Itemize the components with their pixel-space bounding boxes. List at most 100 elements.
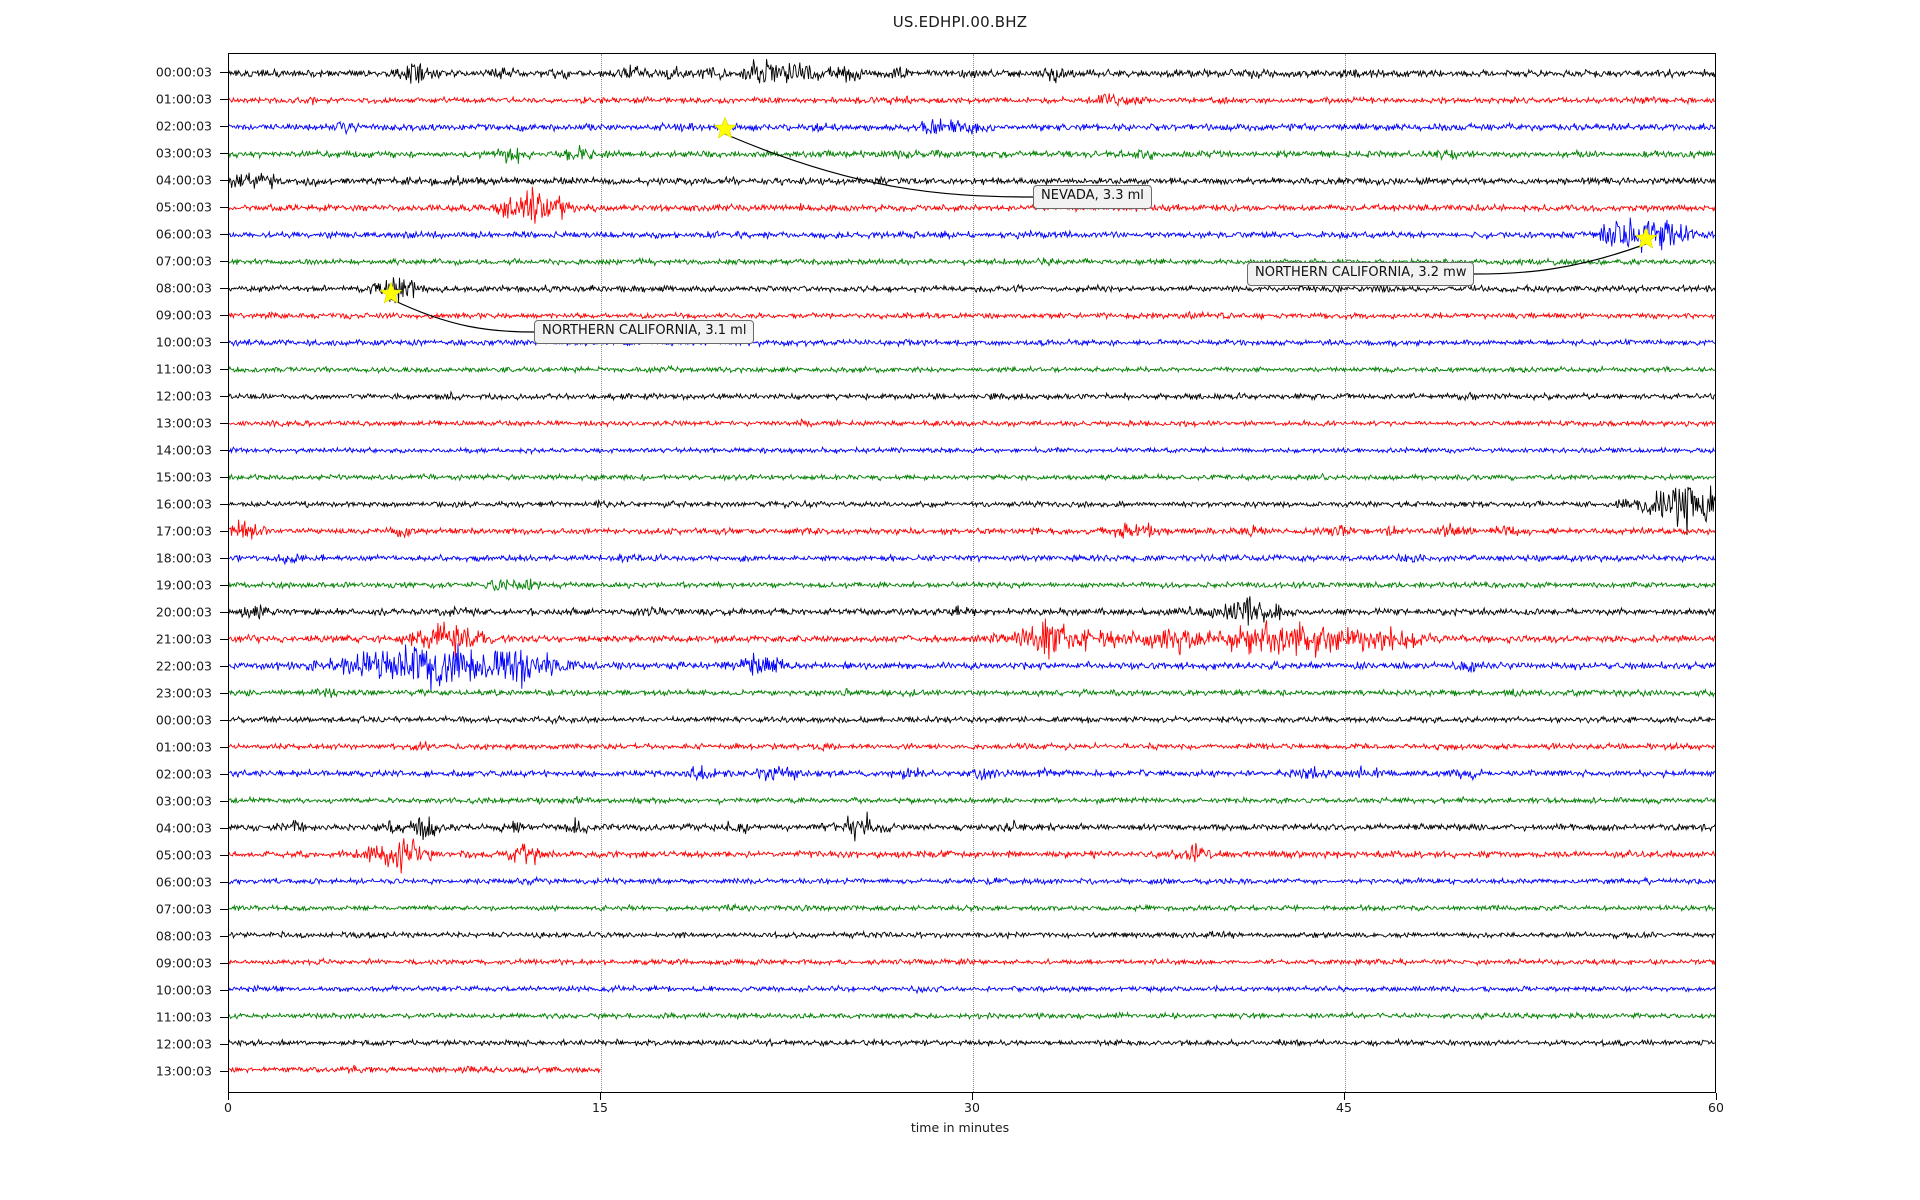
y-tick-label-19: 19:00:03 xyxy=(155,577,212,593)
y-tick-mark-37 xyxy=(220,1070,228,1072)
y-tick-mark-35 xyxy=(220,1016,228,1018)
y-tick-mark-17 xyxy=(220,531,228,533)
y-tick-mark-13 xyxy=(220,423,228,425)
y-tick-label-22: 22:00:03 xyxy=(155,658,212,674)
y-tick-label-10: 10:00:03 xyxy=(155,334,212,350)
y-tick-mark-4 xyxy=(220,180,228,182)
y-tick-label-23: 23:00:03 xyxy=(155,685,212,701)
y-tick-label-21: 21:00:03 xyxy=(155,631,212,647)
y-tick-label-0: 00:00:03 xyxy=(155,64,212,80)
y-tick-mark-2 xyxy=(220,126,228,128)
trace-1 xyxy=(229,92,1715,108)
page-title: US.EDHPI.00.BHZ xyxy=(892,13,1028,31)
y-tick-label-2: 02:00:03 xyxy=(155,118,212,134)
y-tick-mark-16 xyxy=(220,504,228,506)
trace-6 xyxy=(229,217,1715,253)
trace-33 xyxy=(229,957,1715,967)
event-star-marker-0[interactable] xyxy=(713,116,737,144)
trace-22 xyxy=(229,643,1715,691)
y-tick-mark-22 xyxy=(220,665,228,667)
trace-35 xyxy=(229,1010,1715,1021)
grid-line-30 xyxy=(973,54,975,1092)
y-tick-label-12: 12:00:03 xyxy=(155,388,212,404)
y-tick-label-3: 03:00:03 xyxy=(155,145,212,161)
y-tick-label-30: 06:00:03 xyxy=(155,874,212,890)
y-tick-mark-29 xyxy=(220,854,228,856)
trace-16 xyxy=(229,485,1715,536)
event-marker-layer xyxy=(229,54,1715,1092)
x-tick-mark-30 xyxy=(972,1093,973,1100)
y-tick-mark-3 xyxy=(220,153,228,155)
y-tick-mark-1 xyxy=(220,99,228,101)
y-tick-label-31: 07:00:03 xyxy=(155,901,212,917)
y-tick-mark-0 xyxy=(220,72,228,74)
x-tick-label-30: 30 xyxy=(964,1100,980,1115)
trace-27 xyxy=(229,795,1715,806)
y-tick-label-11: 11:00:03 xyxy=(155,361,212,377)
y-tick-label-28: 04:00:03 xyxy=(155,820,212,836)
y-tick-mark-6 xyxy=(220,234,228,236)
y-tick-label-33: 09:00:03 xyxy=(155,955,212,971)
trace-20 xyxy=(229,596,1715,626)
x-tick-mark-15 xyxy=(600,1093,601,1100)
y-tick-mark-19 xyxy=(220,585,228,586)
y-tick-mark-10 xyxy=(220,342,228,344)
trace-36 xyxy=(229,1037,1715,1048)
y-tick-mark-26 xyxy=(220,773,228,775)
y-tick-label-15: 15:00:03 xyxy=(155,469,212,485)
trace-19 xyxy=(229,578,1715,592)
grid-line-15 xyxy=(601,54,603,1092)
trace-12 xyxy=(229,390,1715,402)
y-tick-label-17: 17:00:03 xyxy=(155,523,212,539)
y-tick-mark-34 xyxy=(220,989,228,991)
trace-10 xyxy=(229,337,1715,348)
event-star-marker-1[interactable] xyxy=(1634,226,1658,254)
trace-37 xyxy=(229,1064,601,1075)
y-tick-label-1: 01:00:03 xyxy=(155,91,212,107)
x-tick-mark-60 xyxy=(1716,1093,1717,1100)
trace-32 xyxy=(229,930,1715,941)
y-tick-label-37: 13:00:03 xyxy=(155,1063,212,1079)
grid-layer xyxy=(229,54,1715,1092)
trace-5 xyxy=(229,186,1715,224)
y-tick-label-9: 09:00:03 xyxy=(155,307,212,323)
waveform-traces xyxy=(229,58,1715,1075)
y-tick-mark-23 xyxy=(220,692,228,694)
y-tick-label-25: 01:00:03 xyxy=(155,739,212,755)
plot-area xyxy=(228,53,1716,1093)
trace-18 xyxy=(229,552,1715,566)
event-star-marker-2[interactable] xyxy=(379,281,403,309)
y-tick-label-6: 06:00:03 xyxy=(155,226,212,242)
y-tick-label-13: 13:00:03 xyxy=(155,415,212,431)
trace-11 xyxy=(229,364,1715,375)
y-tick-label-26: 02:00:03 xyxy=(155,766,212,782)
event-callout-label-2[interactable]: NORTHERN CALIFORNIA, 3.1 ml xyxy=(534,320,755,344)
trace-26 xyxy=(229,765,1715,782)
trace-31 xyxy=(229,902,1715,913)
y-tick-label-18: 18:00:03 xyxy=(155,550,212,566)
y-tick-mark-12 xyxy=(220,396,228,398)
y-tick-label-14: 14:00:03 xyxy=(155,442,212,458)
y-tick-label-36: 12:00:03 xyxy=(155,1036,212,1052)
y-tick-label-4: 04:00:03 xyxy=(155,172,212,188)
y-tick-mark-15 xyxy=(220,477,228,479)
trace-0 xyxy=(229,58,1715,84)
trace-28 xyxy=(229,811,1715,842)
y-tick-mark-9 xyxy=(220,315,228,317)
y-tick-label-5: 05:00:03 xyxy=(155,199,212,215)
trace-15 xyxy=(229,472,1715,482)
trace-29 xyxy=(229,838,1715,874)
x-tick-label-60: 60 xyxy=(1708,1100,1724,1115)
y-tick-mark-31 xyxy=(220,908,228,910)
y-tick-label-16: 16:00:03 xyxy=(155,496,212,512)
trace-25 xyxy=(229,741,1715,753)
y-tick-mark-25 xyxy=(220,746,228,748)
y-tick-mark-11 xyxy=(220,369,228,371)
y-tick-mark-7 xyxy=(220,261,228,263)
y-tick-label-7: 07:00:03 xyxy=(155,253,212,269)
event-callout-label-0[interactable]: NEVADA, 3.3 ml xyxy=(1033,185,1152,209)
y-tick-mark-14 xyxy=(220,450,228,452)
event-callout-label-1[interactable]: NORTHERN CALIFORNIA, 3.2 mw xyxy=(1247,262,1475,286)
trace-13 xyxy=(229,418,1715,429)
